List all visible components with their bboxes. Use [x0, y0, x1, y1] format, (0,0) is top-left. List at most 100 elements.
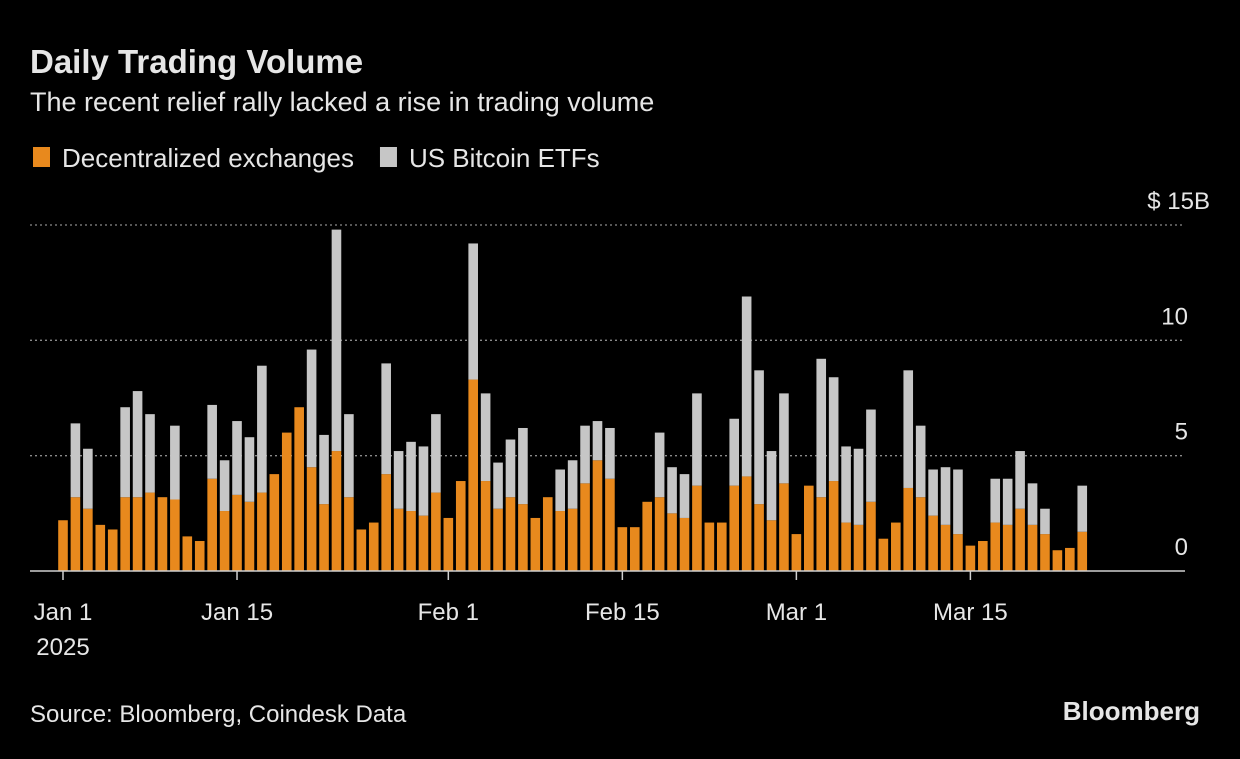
bar-segment [741, 296, 752, 477]
bar-segment [990, 478, 1001, 523]
bar-segment [1027, 524, 1038, 571]
bar-segment [953, 469, 963, 535]
bar-segment [965, 545, 976, 571]
bar-segment [145, 492, 155, 571]
bar-segment [70, 423, 81, 498]
bar-segment [766, 520, 777, 571]
bar-segment [132, 391, 143, 498]
bar-segment [83, 508, 93, 571]
bar-segment [816, 358, 827, 498]
bar-segment [853, 524, 864, 571]
bar-segment [431, 414, 441, 493]
bar-segment [592, 460, 603, 571]
y-tick-label: 5 [1175, 419, 1188, 446]
chart-title: Daily Trading Volume [30, 43, 363, 80]
bar-segment [344, 414, 354, 498]
y-tick-label: $ 15B [1147, 188, 1210, 215]
bar-segment [232, 494, 242, 571]
bar-segment [567, 460, 578, 509]
bar-segment [853, 448, 864, 525]
bar-segment [455, 481, 466, 571]
bar-segment [891, 522, 901, 571]
legend-swatch [33, 147, 50, 167]
chart-subtitle: The recent relief rally lacked a rise in… [30, 87, 654, 117]
bar-segment [132, 497, 143, 571]
bar-segment [1027, 483, 1038, 525]
bar-segment [232, 421, 242, 495]
bar-segment [281, 432, 292, 571]
x-tick-label: Mar 1 [766, 599, 827, 626]
bar-segment [207, 404, 217, 479]
bar-segment [866, 501, 876, 571]
bar-segment [518, 427, 528, 505]
bar-segment [480, 481, 491, 571]
bar-segment [306, 467, 317, 571]
x-year-label: 2025 [36, 634, 89, 661]
bar-segment [629, 527, 640, 571]
bar-segment [667, 513, 677, 571]
bar-segment [692, 485, 702, 571]
bar-segment [294, 407, 304, 571]
x-tick-label: Jan 15 [201, 599, 273, 626]
bar-segment [1052, 550, 1063, 571]
bar-segment [257, 492, 267, 571]
bar-segment [654, 497, 665, 571]
bar-segment [542, 497, 553, 571]
bar-segment [828, 377, 839, 482]
bar-segment [1015, 508, 1025, 571]
bar-segment [393, 451, 404, 509]
bar-segment [866, 409, 876, 502]
bar-segment [903, 487, 914, 571]
bar-segment [828, 481, 839, 571]
bar-segment [418, 446, 429, 516]
bar-segment [692, 393, 702, 486]
bar-segment [1015, 451, 1025, 509]
bar-segment [605, 478, 615, 571]
bar-segment [741, 476, 752, 571]
bar-segment [878, 538, 889, 571]
bar-segment [716, 522, 727, 571]
bar-segment [505, 497, 516, 571]
bar-segment [754, 370, 764, 505]
bar-segment [841, 522, 851, 571]
bar-segment [928, 469, 938, 516]
bar-segment [928, 515, 938, 571]
bar-segment [170, 499, 180, 571]
bar-segment [518, 504, 528, 571]
bar-segment [679, 517, 690, 571]
bar-segment [269, 474, 280, 571]
bar-segment [70, 497, 81, 571]
bar-segment [605, 427, 615, 479]
bar-segment [381, 363, 391, 475]
bar-segment [617, 527, 628, 571]
bar-segment [443, 517, 454, 571]
bar-segment [170, 425, 180, 500]
y-tick-label: 10 [1161, 303, 1188, 330]
bar-segment [580, 483, 590, 571]
bar-segment [592, 421, 603, 461]
x-tick-label: Feb 15 [585, 599, 660, 626]
brand-logo: Bloomberg [1063, 696, 1200, 726]
bar-segment [940, 524, 951, 571]
bar-segment [903, 370, 914, 488]
bar-segment [83, 448, 93, 509]
bar-segment [915, 425, 926, 498]
bar-segment [368, 522, 379, 571]
x-tick-label: Feb 1 [418, 599, 479, 626]
bar-segment [493, 462, 503, 509]
bar-segment [1040, 534, 1050, 571]
bar-segment [319, 434, 329, 505]
bar-segment [393, 508, 404, 571]
source-note: Source: Bloomberg, Coindesk Data [30, 701, 407, 728]
bar-segment [1065, 547, 1075, 571]
bar-segment [306, 349, 317, 468]
bar-segment [145, 414, 155, 493]
bar-segment [779, 483, 789, 571]
bar-segment [107, 529, 118, 571]
bar-segment [530, 517, 541, 571]
bar-segment [406, 511, 416, 571]
bar-segment [493, 508, 503, 571]
bar-segment [95, 524, 106, 571]
bar-segment [219, 460, 230, 512]
